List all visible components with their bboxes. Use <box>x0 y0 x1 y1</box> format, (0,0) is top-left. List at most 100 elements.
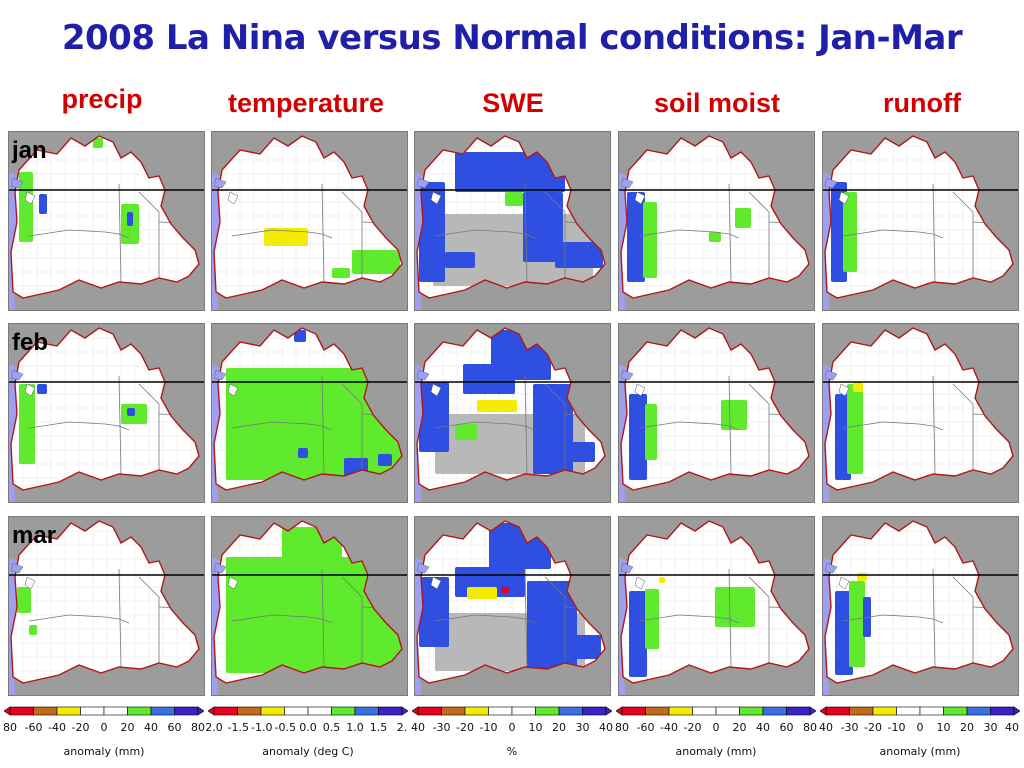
colorbar-tick-label: 2. <box>396 721 408 734</box>
colorbar-tick-label: -20 <box>864 721 882 734</box>
anomaly-patch <box>29 625 37 635</box>
anomaly-patch <box>555 242 603 268</box>
anomaly-patch <box>709 232 721 242</box>
anomaly-patch <box>419 382 449 452</box>
colorbar-tick-label: 10 <box>936 721 951 734</box>
colorbar-tick-label: -20 <box>683 721 702 734</box>
basin-boundary <box>824 520 1014 684</box>
colorbar-segment <box>668 706 693 716</box>
colorbar-tick-label: 1.5 <box>369 721 388 734</box>
colorbar-segment <box>896 706 921 716</box>
colorbar-segment <box>127 706 152 716</box>
colorbar-tick-label: -1.0 <box>251 721 273 734</box>
anomaly-patch <box>463 364 515 394</box>
map-panel-temperature-feb <box>211 323 408 503</box>
column-header-swe: SWE <box>482 88 544 118</box>
anomaly-patch <box>455 152 565 192</box>
anomaly-patch <box>523 192 563 262</box>
colorbar-tick-label: -30 <box>432 721 451 734</box>
anomaly-patch <box>835 591 853 675</box>
colorbar-segment <box>260 706 285 716</box>
anomaly-patch <box>127 408 135 416</box>
colorbar-runoff <box>820 704 1020 760</box>
colorbar-tick-label: 40 <box>756 721 770 734</box>
anomaly-patch <box>505 192 523 206</box>
anomaly-patch <box>853 382 863 392</box>
anomaly-patch <box>264 228 308 246</box>
colorbar-tick-label: 60 <box>167 721 182 734</box>
anomaly-patch <box>629 591 647 677</box>
anomaly-patch <box>93 138 103 148</box>
colorbar-segment <box>174 706 199 716</box>
colorbar-segment <box>378 706 403 716</box>
basin-boundary <box>213 135 403 299</box>
colorbar-tick-label: -1.5 <box>227 721 249 734</box>
colorbar-segment <box>237 706 262 716</box>
colorbar-unit-label: % <box>506 745 518 758</box>
colorbar-segment <box>762 706 787 716</box>
basin-region <box>11 136 199 298</box>
anomaly-patch <box>352 250 400 274</box>
basin-region <box>11 521 199 683</box>
colorbar-segment <box>919 706 944 716</box>
colorbar-precip <box>4 704 204 760</box>
colorbar-segment <box>872 706 897 716</box>
colorbar-segment <box>849 706 874 716</box>
colorbar-segment <box>511 706 536 716</box>
column-header-temperature: temperature <box>227 88 385 118</box>
colorbar-tick-label: 1.0 <box>346 721 364 734</box>
basin-boundary <box>416 135 606 299</box>
colorbar-tick-label: -30 <box>840 721 859 734</box>
colorbar-unit-label: anomaly (mm) <box>63 745 145 758</box>
anomaly-patch <box>445 252 475 268</box>
colorbar-segment <box>786 706 811 716</box>
column-header-runoff: runoff <box>883 88 961 118</box>
basin-boundary <box>620 520 810 684</box>
anomaly-patch <box>627 192 645 282</box>
map-panel-runoff-jan <box>822 131 1019 311</box>
anomaly-patch <box>645 404 657 460</box>
anomaly-patch <box>39 194 47 214</box>
colorbar-segment <box>692 706 717 716</box>
row-label-mar: mar <box>12 522 57 549</box>
colorbar-segment <box>33 706 58 716</box>
anomaly-patch <box>715 587 755 627</box>
anomaly-patch <box>735 208 751 228</box>
map-panel-precip-mar <box>8 516 205 696</box>
basin-boundary <box>10 520 200 684</box>
colorbar-segment <box>582 706 607 716</box>
anomaly-patch <box>533 384 573 474</box>
colorbar-tick-label: 20 <box>732 721 747 734</box>
colorbar-segment <box>990 706 1015 716</box>
colorbar-tick-label: -60 <box>24 721 43 734</box>
colorbar-segment <box>645 706 670 716</box>
basin-boundary <box>620 135 810 299</box>
anomaly-patch <box>226 368 402 480</box>
basin-boundary <box>824 327 1014 491</box>
colorbar-segment <box>80 706 105 716</box>
basin-boundary <box>620 327 810 491</box>
colorbar-segment <box>150 706 175 716</box>
colorbar-segment <box>103 706 128 716</box>
colorbar-tick-label: 30 <box>575 721 590 734</box>
colorbar-tick-label: 20 <box>120 721 135 734</box>
anomaly-patch <box>843 192 857 272</box>
colorbar-tick-label: -40 <box>48 721 66 734</box>
anomaly-patch <box>298 448 308 458</box>
colorbar-tick-label: 0.0 <box>299 721 317 734</box>
anomaly-patch <box>332 268 350 278</box>
basin-region <box>621 136 809 298</box>
colorbar-segment <box>284 706 309 716</box>
anomaly-patch <box>857 573 867 581</box>
anomaly-patch <box>455 424 477 440</box>
colorbar-tick-label: 40 <box>1005 721 1019 734</box>
colorbar-tick-label: 60 <box>779 721 794 734</box>
colorbar-tick-label: -20 <box>456 721 474 734</box>
anomaly-patch <box>127 212 133 226</box>
colorbar-segment <box>739 706 764 716</box>
basin-region <box>11 328 199 490</box>
colorbar-tick-label: 20 <box>960 721 974 734</box>
colorbar-tick-label: 20 <box>552 721 566 734</box>
map-panel-temperature-jan <box>211 131 408 311</box>
anomaly-patch <box>849 581 865 667</box>
